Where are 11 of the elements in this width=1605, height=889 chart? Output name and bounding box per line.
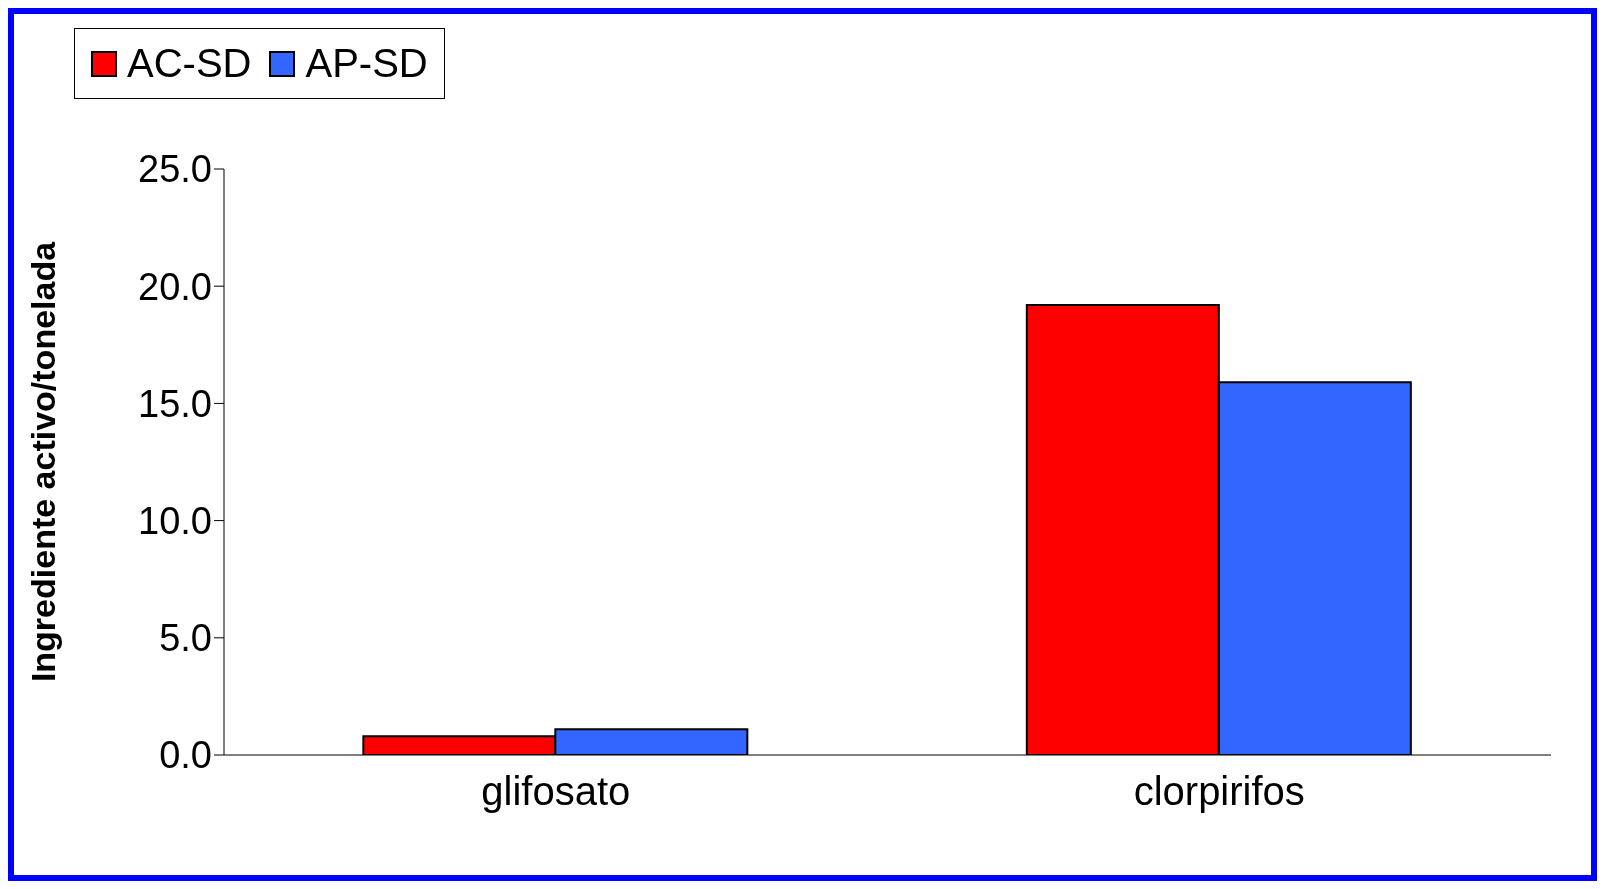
y-tick-label: 10.0	[138, 500, 212, 543]
x-tick-label: glifosato	[481, 769, 631, 814]
y-tick-label: 0.0	[159, 734, 212, 777]
legend-label: AP-SD	[305, 41, 428, 86]
y-tick-label: 20.0	[138, 265, 212, 308]
x-tick-label: clorpirifos	[1133, 769, 1305, 814]
y-tick-label: 25.0	[138, 148, 212, 191]
y-tick-label: 5.0	[159, 617, 212, 660]
y-tick-label: 15.0	[138, 382, 212, 425]
y-axis-title: Ingrediente activo/tonelada	[24, 240, 63, 683]
legend-label: AC-SD	[127, 41, 252, 86]
